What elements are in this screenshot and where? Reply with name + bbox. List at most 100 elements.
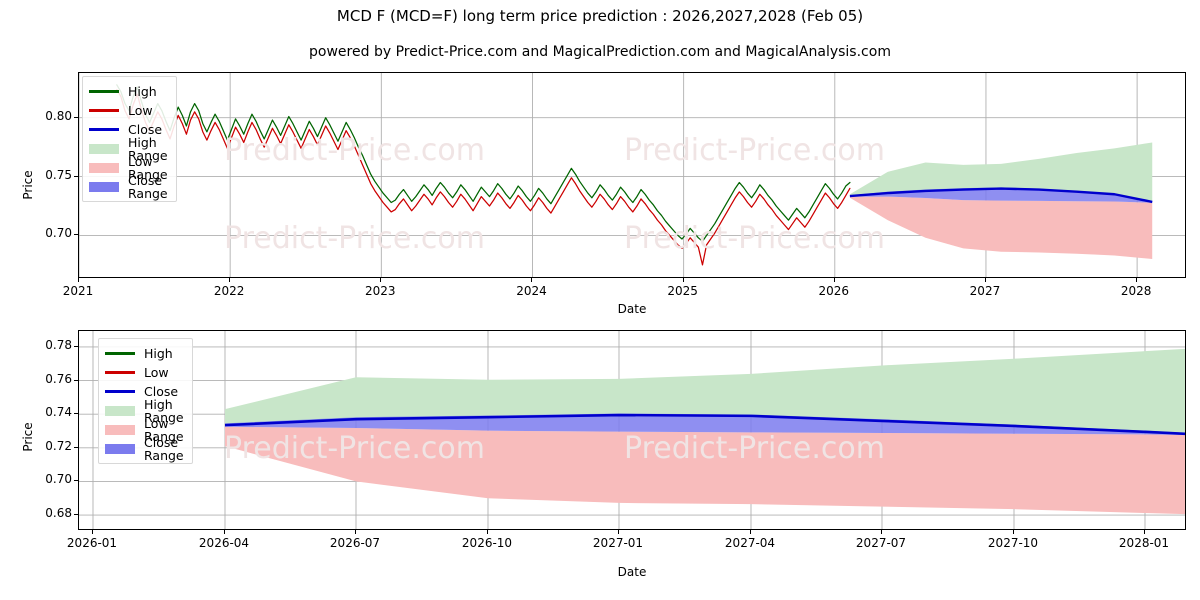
legend-item-close[interactable]: Close (89, 120, 168, 139)
bottom-y-tick: 0.78 (45, 337, 72, 352)
legend-label: Close (144, 384, 179, 399)
swatch (89, 144, 119, 154)
top-x-tickmark (682, 278, 684, 282)
bottom-x-tickmark (750, 530, 751, 534)
top-x-tick: 2021 (62, 284, 94, 298)
bottom-legend: High Low Close High Range Low Range Close Ran… (98, 338, 193, 464)
top-x-tickmark (78, 278, 79, 282)
bottom-y-tick: 0.74 (45, 405, 72, 420)
bottom-x-tick: 2028-01 (1118, 536, 1170, 550)
bottom-y-tick: 0.68 (45, 506, 72, 521)
legend-label: Low (144, 365, 169, 380)
legend-line-swatch (89, 104, 119, 117)
top-y-tickmark (74, 234, 78, 236)
bottom-chart-svg (79, 331, 1185, 529)
swatch (105, 425, 135, 435)
top-x-tickmark (531, 278, 533, 282)
legend-label: High (128, 84, 157, 99)
top-y-tick: 0.80 (45, 108, 72, 123)
swatch (89, 182, 119, 192)
swatch (105, 390, 135, 393)
legend-item-close-range[interactable]: Close Range (89, 174, 168, 200)
swatch (105, 406, 135, 416)
legend-label: Low (128, 103, 153, 118)
bottom-x-tick: 2027-04 (724, 536, 776, 550)
bottom-x-tick: 2026-10 (461, 536, 513, 550)
top-x-tick: 2025 (667, 284, 698, 298)
swatch (89, 109, 119, 112)
bottom-x-tickmark (92, 530, 93, 534)
top-y-axis-label: Price (21, 170, 35, 200)
bottom-y-tickmark (74, 514, 78, 516)
legend-item-low-range[interactable]: Low Range (105, 417, 184, 443)
top-x-tickmark (1136, 278, 1138, 282)
swatch (89, 128, 119, 131)
top-plot-area: Predict-Price.com Predict-Price.com Pred… (78, 72, 1186, 278)
bottom-x-tick: 2027-01 (592, 536, 644, 550)
legend-patch-swatch (89, 180, 119, 193)
legend-patch-swatch (105, 423, 135, 436)
bottom-y-tickmark (74, 480, 78, 482)
legend-item-close-range[interactable]: Close Range (105, 436, 184, 462)
bottom-y-tickmark (74, 345, 78, 347)
legend-item-high[interactable]: High (105, 344, 184, 363)
legend-item-close[interactable]: Close (105, 382, 184, 401)
swatch (89, 90, 119, 93)
bottom-x-tickmark (355, 530, 356, 534)
page-title: MCD F (MCD=F) long term price prediction… (336, 7, 864, 25)
top-y-tick: 0.70 (45, 226, 72, 241)
bottom-x-tickmark (224, 530, 225, 534)
legend-label: Close Range (144, 434, 184, 463)
bottom-y-tickmark (74, 413, 78, 415)
bottom-y-tick: 0.70 (45, 472, 72, 487)
legend-label: Low Range (144, 415, 184, 444)
legend-patch-swatch (89, 142, 119, 155)
legend-item-high-range[interactable]: High Range (105, 398, 184, 424)
bottom-y-tickmark (74, 379, 78, 381)
bottom-plot-area: Predict-Price.com Predict-Price.com (78, 330, 1186, 530)
top-x-axis-label: Date (617, 302, 647, 316)
swatch (89, 163, 119, 173)
top-y-tick: 0.75 (45, 167, 72, 182)
legend-line-swatch (105, 347, 135, 360)
bottom-x-tick: 2027-07 (855, 536, 907, 550)
top-y-tickmark (74, 116, 78, 118)
legend-item-low-range[interactable]: Low Range (89, 155, 168, 181)
top-x-tickmark (229, 278, 231, 282)
legend-item-high[interactable]: High (89, 82, 168, 101)
legend-patch-swatch (105, 404, 135, 417)
top-x-tick: 2024 (516, 284, 547, 298)
swatch (105, 352, 135, 355)
top-legend: High Low Close High Range Low Range Close Ran… (82, 76, 177, 202)
swatch (105, 371, 135, 374)
bottom-x-tickmark (1013, 530, 1014, 534)
legend-label: High Range (144, 396, 184, 425)
legend-label: Close Range (128, 172, 168, 201)
legend-label: High Range (128, 134, 168, 163)
legend-item-low[interactable]: Low (89, 101, 168, 120)
bottom-y-tick: 0.76 (45, 371, 72, 386)
bottom-x-tickmark (487, 530, 488, 534)
bottom-x-axis-label: Date (617, 565, 647, 579)
bottom-x-tickmark (1144, 530, 1145, 534)
bottom-x-tickmark (881, 530, 882, 534)
top-x-tick: 2028 (1120, 284, 1152, 298)
top-chart-svg (79, 73, 1185, 277)
legend-item-low[interactable]: Low (105, 363, 184, 382)
legend-line-swatch (105, 385, 135, 398)
legend-patch-swatch (89, 161, 119, 174)
legend-line-swatch (105, 366, 135, 379)
bottom-y-tick: 0.72 (45, 438, 72, 453)
legend-line-swatch (89, 85, 119, 98)
top-x-tick: 2022 (213, 284, 245, 298)
bottom-x-tick: 2026-07 (329, 536, 381, 550)
top-x-tickmark (833, 278, 835, 282)
page-subtitle: powered by Predict-Price.com and Magical… (309, 44, 891, 60)
top-x-tickmark (984, 278, 986, 282)
bottom-x-tick: 2026-01 (66, 536, 118, 550)
bottom-x-tickmark (618, 530, 619, 534)
legend-label: Close (128, 122, 163, 137)
legend-item-high-range[interactable]: High Range (89, 136, 168, 162)
top-x-tickmark (380, 278, 382, 282)
